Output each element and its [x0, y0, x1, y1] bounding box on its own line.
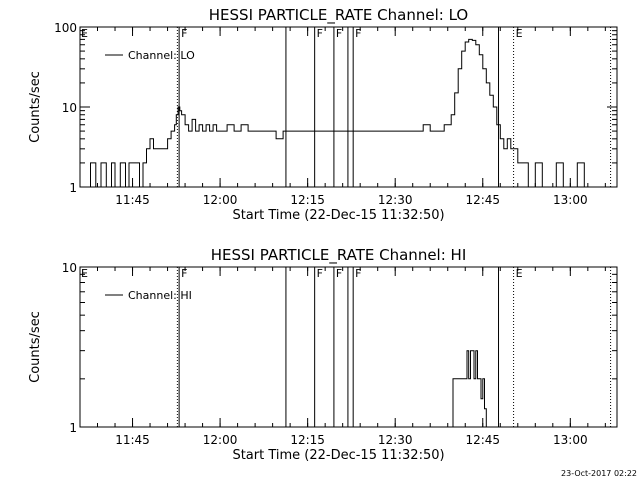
marker-label: F [355, 27, 361, 40]
chart-title: HESSI PARTICLE_RATE Channel: LO [209, 6, 468, 25]
marker-label: F [181, 267, 187, 280]
x-tick-label: 12:45 [465, 433, 500, 447]
plot-frame [79, 266, 618, 428]
left-marker-label: E [81, 27, 88, 40]
x-tick-label: 12:00 [203, 433, 238, 447]
chart-title: HESSI PARTICLE_RATE Channel: HI [211, 246, 467, 265]
marker-label: F [336, 267, 342, 280]
x-tick-label: 13:00 [553, 193, 588, 207]
y-tick-label: 1 [69, 421, 77, 435]
marker-label: E [516, 267, 523, 280]
marker-label: F [336, 27, 342, 40]
marker-label: F [317, 267, 323, 280]
x-tick-label: 11:45 [115, 193, 150, 207]
x-tick-label: 12:15 [290, 433, 325, 447]
series-line [83, 38, 616, 188]
x-tick-label: 12:30 [378, 433, 413, 447]
x-tick-label: 11:45 [115, 433, 150, 447]
legend-label: Channel: LO [128, 49, 195, 62]
x-tick-label: 12:15 [290, 193, 325, 207]
y-tick-label: 1 [69, 181, 77, 195]
series-line [451, 350, 490, 428]
marker-label: F [181, 27, 187, 40]
x-tick-label: 13:00 [553, 433, 588, 447]
left-marker-label: E [81, 267, 88, 280]
y-axis-label: Counts/sec [28, 71, 43, 143]
x-axis-label: Start Time (22-Dec-15 11:32:50) [232, 448, 444, 463]
x-tick-label: 12:00 [203, 193, 238, 207]
y-tick-label: 10 [62, 101, 77, 115]
x-tick-label: 12:30 [378, 193, 413, 207]
y-tick-label: 100 [54, 21, 77, 35]
y-tick-label: 10 [62, 261, 77, 275]
x-tick-label: 12:45 [465, 193, 500, 207]
x-axis-label: Start Time (22-Dec-15 11:32:50) [232, 208, 444, 223]
marker-label: F [317, 27, 323, 40]
panel-hi: HESSI PARTICLE_RATE Channel: HI 11:45 12:0… [28, 246, 618, 463]
y-axis-label: Counts/sec [28, 311, 43, 383]
marker-label: E [516, 27, 523, 40]
marker-label: F [355, 267, 361, 280]
panel-lo: HESSI PARTICLE_RATE Channel: LO 11:45 12:0… [28, 6, 618, 223]
legend-label: Channel: HI [128, 289, 192, 302]
footer-timestamp: 23-Oct-2017 02:22 [561, 469, 637, 478]
